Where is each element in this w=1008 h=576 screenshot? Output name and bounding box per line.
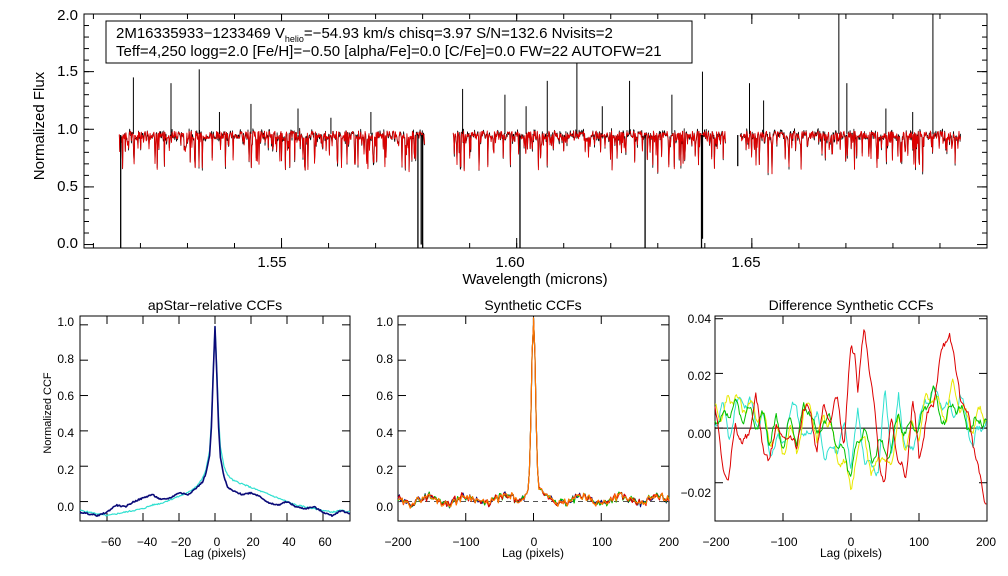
info-line-2: Teff=4,250 logg=2.0 [Fe/H]=−0.50 [alpha/… <box>116 43 662 60</box>
apstar-ccf-series-navy <box>79 325 351 518</box>
apstar-ccf-xtick-label: −40 <box>137 535 158 549</box>
synthetic-ccf-xtick-label: 100 <box>592 535 612 549</box>
apstar-ccf-ytick-label: 0.2 <box>57 463 74 477</box>
difference-ccf-ytick-label: 0.00 <box>688 427 712 441</box>
synthetic-ccf-series-green <box>397 317 670 508</box>
spectrum-ytick-label: 0.0 <box>57 235 78 252</box>
spectrum-panel: 0.0 0.5 1.0 1.5 2.0 1.55 1.60 1.65 Wavel… <box>31 7 988 288</box>
difference-ccf-series-yellow <box>714 378 987 491</box>
info-line-1-values: =−54.93 km/s chisq=3.97 S/N=132.6 Nvisit… <box>304 25 613 42</box>
synthetic-ccf-title: Synthetic CCFs <box>484 297 581 313</box>
difference-ccf-xtick-label: 200 <box>976 535 996 549</box>
apstar-ccf-ytick-label: 1.0 <box>57 315 74 329</box>
difference-ccf-xtick-label: −200 <box>702 535 729 549</box>
apstar-ccf-xtick-label: −60 <box>101 535 122 549</box>
spectrum-ytick-label: 0.5 <box>57 178 78 195</box>
difference-ccf-series-green <box>714 385 987 477</box>
difference-ccf-xtick-label: 100 <box>909 535 929 549</box>
synthetic-ccf-ytick-label: 0.0 <box>376 500 393 514</box>
synthetic-ccf-series-navy <box>397 317 670 509</box>
info-box <box>105 20 693 64</box>
spectrum-plot-frame <box>83 13 988 249</box>
apstar-ccf-xtick-label: 0 <box>214 535 221 549</box>
synthetic-ccf-series-orange <box>397 317 670 509</box>
difference-ccf-xtick-label: 0 <box>848 535 855 549</box>
spectrum-lines <box>118 14 962 248</box>
apstar-ccf-lines <box>79 325 351 518</box>
difference-ccf-series-cyan <box>714 387 987 477</box>
apstar-ccf-series-cyan <box>79 326 351 517</box>
difference-ccf-xtick-label: −100 <box>770 535 797 549</box>
apstar-ccf-xtick-label: 20 <box>246 535 260 549</box>
apstar-ccf-x-axis-label: Lag (pixels) <box>184 546 246 560</box>
synthetic-ccf-ytick-label: 1.0 <box>376 315 393 329</box>
info-line-1: 2M16335933−1233469 Vhelio=−54.93 km/s ch… <box>116 25 613 44</box>
synthetic-ccf-panel: Synthetic CCFs Lag (pixels) −200 −100 0 … <box>376 297 679 560</box>
apstar-ccf-title: apStar−relative CCFs <box>148 297 282 313</box>
synthetic-ccf-x-axis-label: Lag (pixels) <box>502 546 564 560</box>
apstar-ccf-xtick-label: −20 <box>171 535 192 549</box>
synthetic-ccf-ytick-label: 0.6 <box>376 389 393 403</box>
difference-ccf-title: Difference Synthetic CCFs <box>769 297 934 313</box>
spectrum-ytick-label: 1.5 <box>57 63 78 80</box>
synthetic-ccf-xtick-label: 200 <box>659 535 679 549</box>
apstar-ccf-xtick-label: 40 <box>282 535 296 549</box>
difference-ccf-ytick-label: 0.04 <box>688 312 712 326</box>
apstar-ccf-y-axis-label: Normalized CCF <box>42 372 54 454</box>
apstar-ccf-ytick-label: 0.6 <box>57 389 74 403</box>
spectrum-xtick-label: 1.60 <box>495 254 524 271</box>
synthetic-ccf-xtick-label: −200 <box>384 535 411 549</box>
synthetic-ccf-series-red <box>397 317 670 508</box>
apstar-ccf-ytick-label: 0.4 <box>57 426 74 440</box>
apstar-ccf-ytick-label: 0.8 <box>57 352 74 366</box>
spectrum-y-axis-label: Normalized Flux <box>31 71 48 180</box>
model-spectrum-chip-3 <box>739 130 962 175</box>
spectrum-ytick-label: 1.0 <box>57 121 78 138</box>
synthetic-ccf-lines <box>397 317 670 509</box>
apstar-ccf-panel: apStar−relative CCFs Lag (pixels) Normal… <box>42 297 351 560</box>
spectrum-ytick-label: 2.0 <box>57 7 78 24</box>
difference-ccf-ytick-label: 0.02 <box>688 369 712 383</box>
difference-ccf-series-red <box>714 329 987 505</box>
synthetic-ccf-xtick-label: 0 <box>531 535 538 549</box>
model-spectrum-chip-2 <box>452 130 726 173</box>
spectrum-axis-ticks <box>84 13 987 248</box>
synthetic-ccf-ytick-label: 0.8 <box>376 352 393 366</box>
difference-ccf-x-axis-label: Lag (pixels) <box>820 546 882 560</box>
apstar-ccf-ticks <box>80 316 350 521</box>
info-line-1-subscript: helio <box>285 34 304 44</box>
synthetic-ccf-xtick-label: −100 <box>452 535 479 549</box>
synthetic-ccf-frame <box>397 315 670 522</box>
synthetic-ccf-ytick-label: 0.4 <box>376 426 393 440</box>
synthetic-ccf-ticks <box>397 316 670 521</box>
spectrum-xtick-label: 1.65 <box>731 254 760 271</box>
difference-ccf-panel: Difference Synthetic CCFs Lag (pixels) −… <box>681 297 997 560</box>
difference-ccf-lines <box>714 329 987 505</box>
apstar-ccf-xtick-label: 60 <box>318 535 332 549</box>
difference-ccf-ytick-label: −0.02 <box>681 486 712 500</box>
model-spectrum-chip-1 <box>118 130 425 173</box>
synthetic-ccf-ytick-label: 0.2 <box>376 463 393 477</box>
apstar-ccf-ytick-label: 0.0 <box>57 500 74 514</box>
spectrum-xtick-label: 1.55 <box>257 254 286 271</box>
spectrum-x-axis-label: Wavelength (microns) <box>462 271 607 288</box>
info-line-1-star: 2M16335933−1233469 V <box>116 25 285 42</box>
